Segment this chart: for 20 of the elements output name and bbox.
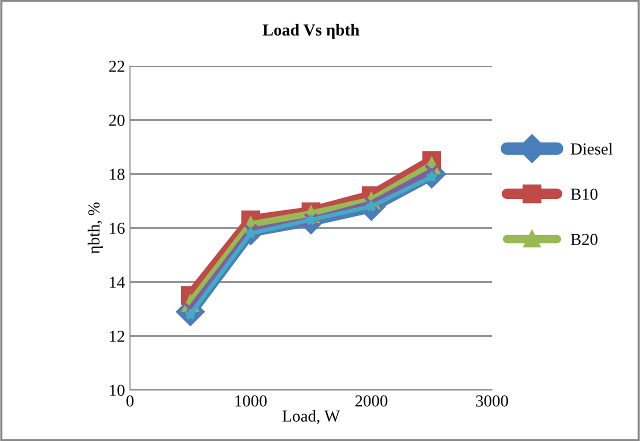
y-axis-title: ηbth, % bbox=[88, 202, 103, 254]
x-tick-label: 3000 bbox=[476, 395, 508, 407]
x-axis-title: Load, W bbox=[282, 410, 340, 424]
legend-label: B10 bbox=[570, 188, 598, 200]
point bbox=[365, 200, 378, 212]
y-tick-label: 12 bbox=[110, 330, 124, 342]
x-tick-label: 0 bbox=[126, 395, 134, 407]
y-tick-label: 18 bbox=[110, 168, 125, 180]
point bbox=[243, 223, 258, 238]
point bbox=[364, 196, 379, 211]
legend-label: Diesel bbox=[570, 142, 613, 155]
x-tick-label: 1000 bbox=[235, 395, 267, 407]
y-tick-label: 14 bbox=[110, 276, 125, 288]
y-tick-label: 22 bbox=[109, 60, 124, 72]
chart-title: Load Vs ηbth bbox=[262, 24, 360, 39]
y-tick-label: 20 bbox=[109, 114, 125, 126]
x-tick-label: 2000 bbox=[355, 395, 388, 407]
y-tick-label: 10 bbox=[110, 384, 125, 396]
y-tick-label: 16 bbox=[110, 222, 125, 234]
legend-label: B20 bbox=[570, 234, 598, 246]
